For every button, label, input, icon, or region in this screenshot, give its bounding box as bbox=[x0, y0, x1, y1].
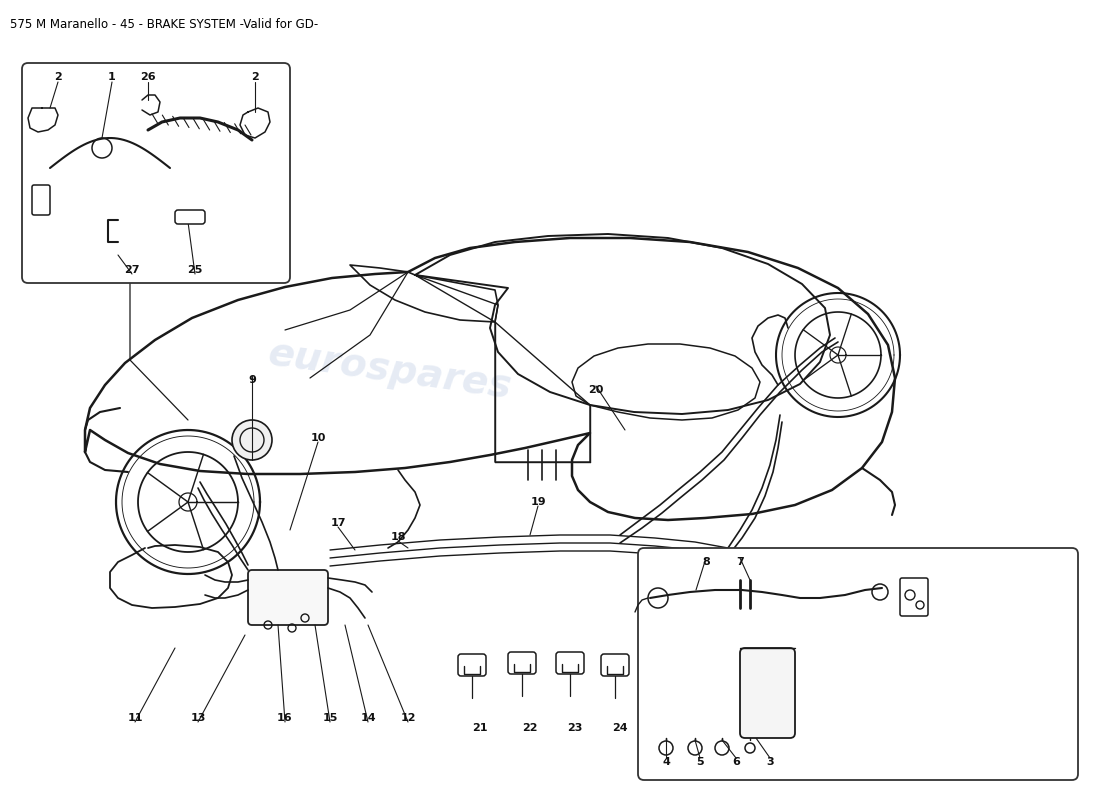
FancyBboxPatch shape bbox=[458, 654, 486, 676]
Text: 8: 8 bbox=[702, 557, 710, 567]
Text: 21: 21 bbox=[472, 723, 487, 733]
FancyBboxPatch shape bbox=[508, 652, 536, 674]
Text: 14: 14 bbox=[360, 713, 376, 723]
Text: 7: 7 bbox=[736, 557, 744, 567]
Text: 2: 2 bbox=[54, 72, 62, 82]
Text: 27: 27 bbox=[124, 265, 140, 275]
Text: eurospares: eurospares bbox=[266, 334, 515, 406]
Text: eurospares: eurospares bbox=[646, 584, 894, 656]
Circle shape bbox=[232, 420, 272, 460]
Text: 13: 13 bbox=[190, 713, 206, 723]
Text: 3: 3 bbox=[767, 757, 773, 767]
Text: 2: 2 bbox=[251, 72, 258, 82]
FancyBboxPatch shape bbox=[32, 185, 50, 215]
FancyBboxPatch shape bbox=[601, 654, 629, 676]
FancyBboxPatch shape bbox=[248, 570, 328, 625]
FancyBboxPatch shape bbox=[740, 648, 795, 738]
Text: 18: 18 bbox=[390, 532, 406, 542]
Text: 5: 5 bbox=[696, 757, 704, 767]
Text: 4: 4 bbox=[662, 757, 670, 767]
Text: 12: 12 bbox=[400, 713, 416, 723]
FancyBboxPatch shape bbox=[556, 652, 584, 674]
Text: 19: 19 bbox=[530, 497, 546, 507]
FancyBboxPatch shape bbox=[175, 210, 205, 224]
Text: 10: 10 bbox=[310, 433, 326, 443]
Text: 23: 23 bbox=[568, 723, 583, 733]
Text: 16: 16 bbox=[277, 713, 293, 723]
Text: 26: 26 bbox=[140, 72, 156, 82]
Text: 17: 17 bbox=[330, 518, 345, 528]
Text: 22: 22 bbox=[522, 723, 538, 733]
Text: 6: 6 bbox=[733, 757, 740, 767]
Text: 9: 9 bbox=[249, 375, 256, 385]
Text: 25: 25 bbox=[187, 265, 202, 275]
Text: 575 M Maranello - 45 - BRAKE SYSTEM -Valid for GD-: 575 M Maranello - 45 - BRAKE SYSTEM -Val… bbox=[10, 18, 318, 31]
Text: 15: 15 bbox=[322, 713, 338, 723]
FancyBboxPatch shape bbox=[638, 548, 1078, 780]
Text: 20: 20 bbox=[588, 385, 604, 395]
FancyBboxPatch shape bbox=[22, 63, 290, 283]
Text: 1: 1 bbox=[108, 72, 115, 82]
Text: 11: 11 bbox=[128, 713, 143, 723]
Text: 24: 24 bbox=[613, 723, 628, 733]
FancyBboxPatch shape bbox=[900, 578, 928, 616]
